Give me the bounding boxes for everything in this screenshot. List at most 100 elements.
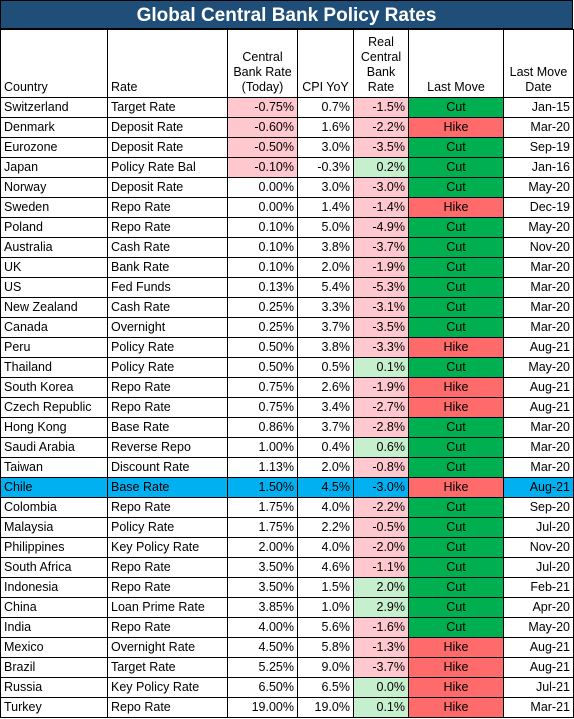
last-move-cell: Hike: [408, 677, 504, 698]
rate-name-cell: Repo Rate: [107, 697, 228, 718]
cb-rate-cell: 1.13%: [227, 457, 298, 478]
cb-rate-cell: 0.00%: [227, 177, 298, 198]
rate-name-cell: Bank Rate: [107, 257, 228, 278]
real-rate-cell: -2.7%: [353, 397, 409, 418]
last-move-cell: Hike: [408, 117, 504, 138]
cb-rate-cell: 5.25%: [227, 657, 298, 678]
real-rate-cell: -1.1%: [353, 557, 409, 578]
header-last-move-date: Last Move Date: [503, 29, 574, 98]
header-last-move: Last Move: [408, 29, 504, 98]
last-move-date-cell: May-20: [503, 617, 574, 638]
real-rate-cell: -2.2%: [353, 117, 409, 138]
country-cell: South Korea: [0, 377, 108, 398]
country-cell: Brazil: [0, 657, 108, 678]
table-row: Norway Deposit Rate 0.00% 3.0% -3.0% Cut May-2…: [0, 177, 574, 198]
cb-rate-cell: 3.50%: [227, 577, 298, 598]
last-move-cell: Cut: [408, 457, 504, 478]
table-row: Chile Base Rate 1.50% 4.5% -3.0% Hike Aug-21: [0, 477, 574, 498]
last-move-cell: Hike: [408, 657, 504, 678]
real-rate-cell: -1.4%: [353, 197, 409, 218]
country-cell: India: [0, 617, 108, 638]
rate-name-cell: Discount Rate: [107, 457, 228, 478]
rate-name-cell: Policy Rate: [107, 337, 228, 358]
table-row: New Zealand Cash Rate 0.25% 3.3% -3.1% Cut Mar…: [0, 297, 574, 318]
cb-rate-cell: 19.00%: [227, 697, 298, 718]
table-row: Thailand Policy Rate 0.50% 0.5% 0.1% Cut May-2…: [0, 357, 574, 378]
country-cell: Eurozone: [0, 137, 108, 158]
real-rate-cell: -2.8%: [353, 417, 409, 438]
table-row: Russia Key Policy Rate 6.50% 6.5% 0.0% Hike Ju…: [0, 677, 574, 698]
table-row: Canada Overnight 0.25% 3.7% -3.5% Cut Mar-20: [0, 317, 574, 338]
country-cell: Peru: [0, 337, 108, 358]
last-move-date-cell: Aug-21: [503, 397, 574, 418]
country-cell: US: [0, 277, 108, 298]
cb-rate-cell: 0.86%: [227, 417, 298, 438]
real-rate-cell: -3.0%: [353, 477, 409, 498]
last-move-cell: Cut: [408, 417, 504, 438]
rate-name-cell: Repo Rate: [107, 497, 228, 518]
cb-rate-cell: 4.50%: [227, 637, 298, 658]
last-move-date-cell: Mar-20: [503, 297, 574, 318]
real-rate-cell: -2.2%: [353, 497, 409, 518]
table-row: Mexico Overnight Rate 4.50% 5.8% -1.3% Hike Au…: [0, 637, 574, 658]
real-rate-cell: -3.7%: [353, 657, 409, 678]
real-rate-cell: -1.9%: [353, 257, 409, 278]
country-cell: China: [0, 597, 108, 618]
last-move-date-cell: May-20: [503, 217, 574, 238]
cpi-cell: -0.3%: [297, 157, 354, 178]
cpi-cell: 3.8%: [297, 237, 354, 258]
cb-rate-cell: 3.50%: [227, 557, 298, 578]
table-body: Switzerland Target Rate -0.75% 0.7% -1.5% Cut…: [0, 97, 574, 718]
last-move-cell: Cut: [408, 317, 504, 338]
real-rate-cell: 2.9%: [353, 597, 409, 618]
country-cell: Australia: [0, 237, 108, 258]
cpi-cell: 5.6%: [297, 617, 354, 638]
last-move-cell: Hike: [408, 397, 504, 418]
table-row: South Korea Repo Rate 0.75% 2.6% -1.9% Hike Au…: [0, 377, 574, 398]
cb-rate-cell: -0.50%: [227, 137, 298, 158]
last-move-cell: Cut: [408, 297, 504, 318]
country-cell: New Zealand: [0, 297, 108, 318]
header-real-rate: Real Central Bank Rate: [353, 29, 409, 98]
rate-name-cell: Policy Rate Bal: [107, 157, 228, 178]
rate-name-cell: Policy Rate: [107, 357, 228, 378]
real-rate-cell: 0.1%: [353, 357, 409, 378]
country-cell: Russia: [0, 677, 108, 698]
cb-rate-cell: 1.75%: [227, 517, 298, 538]
cpi-cell: 3.3%: [297, 297, 354, 318]
cpi-cell: 3.4%: [297, 397, 354, 418]
cb-rate-cell: 4.00%: [227, 617, 298, 638]
country-cell: Mexico: [0, 637, 108, 658]
real-rate-cell: -1.3%: [353, 637, 409, 658]
cb-rate-cell: 3.85%: [227, 597, 298, 618]
rate-name-cell: Deposit Rate: [107, 117, 228, 138]
last-move-date-cell: Mar-20: [503, 417, 574, 438]
rate-name-cell: Reverse Repo: [107, 437, 228, 458]
rate-name-cell: Repo Rate: [107, 617, 228, 638]
table-row: China Loan Prime Rate 3.85% 1.0% 2.9% Cut Apr-…: [0, 597, 574, 618]
cpi-cell: 4.0%: [297, 537, 354, 558]
country-cell: Czech Republic: [0, 397, 108, 418]
last-move-cell: Cut: [408, 357, 504, 378]
country-cell: Denmark: [0, 117, 108, 138]
last-move-cell: Cut: [408, 177, 504, 198]
table-row: Denmark Deposit Rate -0.60% 1.6% -2.2% Hike Ma…: [0, 117, 574, 138]
header-country: Country: [0, 29, 108, 98]
cpi-cell: 1.0%: [297, 597, 354, 618]
country-cell: Canada: [0, 317, 108, 338]
cpi-cell: 3.0%: [297, 177, 354, 198]
country-cell: Indonesia: [0, 577, 108, 598]
table-row: Japan Policy Rate Bal -0.10% -0.3% 0.2% Cut Ja…: [0, 157, 574, 178]
last-move-cell: Cut: [408, 137, 504, 158]
table-row: Australia Cash Rate 0.10% 3.8% -3.7% Cut Nov-2…: [0, 237, 574, 258]
cb-rate-cell: 0.25%: [227, 297, 298, 318]
last-move-cell: Hike: [408, 477, 504, 498]
rate-name-cell: Repo Rate: [107, 557, 228, 578]
last-move-date-cell: Jan-15: [503, 97, 574, 118]
real-rate-cell: 2.0%: [353, 577, 409, 598]
real-rate-cell: -0.8%: [353, 457, 409, 478]
table-row: Philippines Key Policy Rate 2.00% 4.0% -2.0%…: [0, 537, 574, 558]
last-move-cell: Hike: [408, 377, 504, 398]
cpi-cell: 2.0%: [297, 457, 354, 478]
